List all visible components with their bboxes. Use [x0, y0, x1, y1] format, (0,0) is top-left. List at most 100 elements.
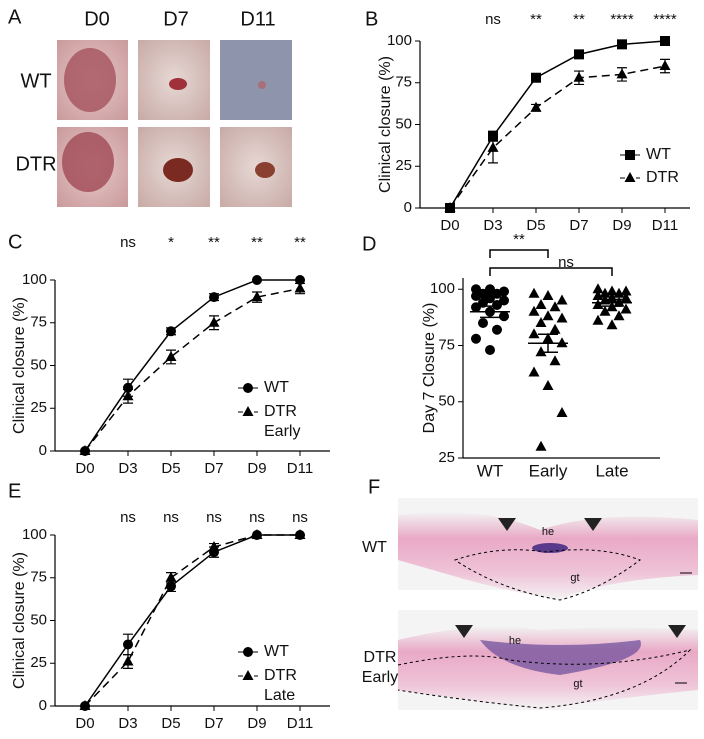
- data-point: [660, 36, 670, 46]
- data-point: [79, 445, 91, 455]
- significance-label: ns: [120, 234, 136, 251]
- panel-label: F: [368, 476, 380, 498]
- legend-marker: [624, 172, 636, 182]
- data-point: [165, 571, 177, 582]
- wound-photos: [57, 40, 292, 207]
- data-point: [492, 300, 502, 310]
- legend-label: WT: [264, 379, 289, 396]
- x-tick-label: D9: [247, 460, 266, 477]
- legend-marker: [242, 670, 254, 680]
- x-tick-label: D11: [287, 460, 313, 477]
- data-point: [208, 316, 220, 327]
- significance-label: ns: [292, 509, 308, 526]
- data-point: [592, 283, 604, 294]
- data-point: [528, 305, 540, 316]
- annotation: he: [509, 635, 521, 647]
- data-point: [592, 299, 604, 309]
- data-point: [530, 101, 542, 112]
- data-point: [294, 282, 306, 293]
- x-tick-label: D11: [287, 715, 313, 732]
- annotation: gt: [573, 678, 582, 690]
- legend-marker: [243, 383, 253, 393]
- data-point: [592, 290, 604, 300]
- data-point: [616, 68, 628, 79]
- legend-label: DTR: [646, 169, 679, 186]
- x-tick-label: D5: [526, 217, 545, 234]
- data-point: [542, 290, 554, 300]
- x-tick-label: D9: [247, 715, 266, 732]
- data-point: [606, 319, 618, 330]
- x-tick-label: Early: [529, 461, 568, 480]
- data-point: [295, 275, 305, 285]
- panel-label: E: [8, 480, 21, 502]
- column-label: D11: [240, 8, 275, 30]
- data-point: [556, 294, 568, 305]
- data-point: [528, 366, 540, 377]
- data-point: [599, 305, 611, 316]
- column-label: D0: [84, 8, 110, 30]
- data-point: [535, 440, 547, 451]
- y-tick-label: 0: [39, 697, 47, 714]
- y-tick-label: 75: [30, 314, 47, 331]
- row-label: DTR: [15, 153, 56, 175]
- data-point: [556, 337, 568, 348]
- y-tick-label: 50: [30, 356, 47, 373]
- error-bar: [480, 305, 500, 319]
- y-tick-label: 100: [22, 271, 47, 288]
- data-point: [599, 287, 611, 298]
- significance-label: ****: [653, 11, 677, 28]
- data-point: [123, 382, 133, 393]
- column-label: D7: [163, 8, 189, 30]
- error-bar: [602, 298, 622, 307]
- significance-label: ns: [120, 509, 136, 526]
- data-point: [79, 700, 91, 710]
- significance-label: **: [208, 234, 220, 251]
- x-tick-label: D0: [75, 715, 94, 732]
- x-tick-label: D0: [75, 460, 94, 477]
- data-point: [444, 202, 456, 212]
- data-point: [542, 380, 554, 390]
- y-tick-label: 50: [438, 393, 455, 410]
- x-tick-label: D7: [204, 460, 223, 477]
- row-label: DTR Early: [361, 649, 399, 686]
- data-point: [251, 529, 263, 539]
- data-point: [620, 285, 632, 296]
- y-tick-label: 0: [404, 199, 412, 216]
- data-point: [535, 299, 547, 309]
- y-tick-label: 100: [22, 526, 47, 543]
- data-point: [574, 49, 584, 60]
- data-point: [535, 317, 547, 327]
- data-point: [492, 324, 502, 335]
- data-point: [122, 655, 134, 666]
- x-tick-label: D5: [161, 715, 180, 732]
- row-label: WT: [362, 539, 387, 556]
- significance-label: ns: [485, 11, 501, 28]
- significance-label: ns: [163, 509, 179, 526]
- data-point: [471, 333, 481, 344]
- data-point: [165, 350, 177, 361]
- data-point: [549, 301, 561, 312]
- x-tick-label: D7: [204, 715, 223, 732]
- annotation: gt: [570, 572, 579, 584]
- data-point: [528, 328, 540, 339]
- data-point: [471, 302, 481, 313]
- data-point: [528, 287, 540, 298]
- data-point: [535, 346, 547, 357]
- data-point: [659, 60, 671, 71]
- significance-label: ns: [249, 509, 265, 526]
- histology-images: [397, 498, 698, 710]
- y-tick-label: 25: [30, 399, 47, 416]
- x-tick-label: Late: [595, 461, 628, 480]
- y-tick-label: 25: [30, 654, 47, 671]
- panel-label: A: [8, 6, 22, 28]
- data-point: [620, 303, 632, 314]
- data-point: [617, 39, 627, 50]
- data-point: [531, 72, 541, 83]
- data-point: [606, 285, 618, 296]
- data-point: [478, 318, 488, 328]
- panel-label: C: [8, 231, 22, 253]
- series-line: [84, 287, 301, 452]
- series-line: [449, 65, 666, 209]
- y-tick-label: 100: [430, 280, 455, 297]
